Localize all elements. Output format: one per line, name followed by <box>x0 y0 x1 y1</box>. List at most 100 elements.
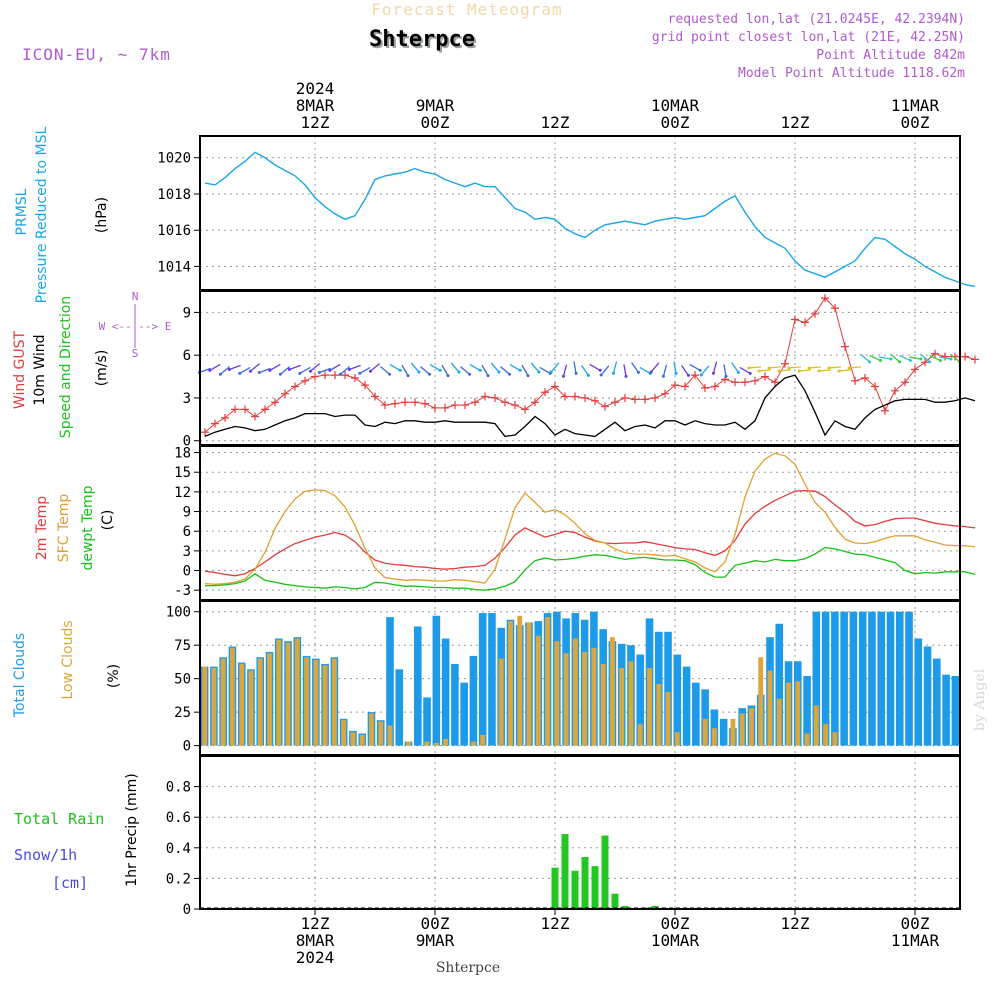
wind-direction-arrow <box>581 365 589 376</box>
wind-direction-arrow <box>469 363 481 371</box>
y-tick-label: 6 <box>183 524 191 540</box>
wind-arrow-head <box>889 357 893 361</box>
wind-direction-arrow <box>229 364 241 371</box>
bottom-axis-label: 12Z <box>541 914 570 933</box>
gust-marker <box>241 405 249 414</box>
gust-marker <box>931 349 939 358</box>
gust-marker <box>881 406 889 415</box>
gust-marker <box>461 401 469 410</box>
gust-marker <box>291 382 299 391</box>
gust-marker <box>651 393 659 402</box>
gust-marker <box>901 378 909 387</box>
wind-arrow-head <box>398 368 402 372</box>
low-clouds-bar <box>359 734 365 746</box>
wind-arrow-head <box>636 370 640 374</box>
wind-direction-arrow <box>662 364 668 377</box>
gust-marker <box>441 403 449 412</box>
gust-marker <box>271 398 279 407</box>
low-clouds-bar <box>758 657 764 746</box>
wind-line <box>204 374 976 438</box>
wind-arrow-head <box>347 367 351 371</box>
rain-bar <box>571 870 579 909</box>
low-clouds-bar <box>248 670 254 746</box>
low-clouds-bar <box>480 734 486 746</box>
wind-direction-arrow <box>650 362 660 373</box>
rain-bar <box>561 834 569 909</box>
total-clouds-bar <box>868 611 876 746</box>
y-tick-label: 25 <box>174 705 191 721</box>
gust-marker <box>201 428 209 437</box>
gust-marker <box>521 405 529 414</box>
bottom-axis-label: 8MAR <box>296 931 335 950</box>
gust-marker <box>511 401 519 410</box>
total-clouds-bar <box>840 611 848 746</box>
wind-unit-label: (m/s) <box>94 350 110 387</box>
wind-arrow-head <box>238 371 242 375</box>
gust-marker <box>571 392 579 401</box>
gust-marker <box>681 382 689 391</box>
low-clouds-bar <box>637 724 643 746</box>
gust-marker <box>861 373 869 382</box>
pressure-msl-label: Pressure Reduced to MSL <box>34 126 50 303</box>
wind-labels: Wind GUST 10m Wind Speed and Direction (… <box>12 290 171 438</box>
gust-marker <box>791 315 799 324</box>
low-clouds-bar <box>257 658 263 746</box>
y-tick-label: 1018 <box>157 187 191 203</box>
gust-marker <box>601 402 609 411</box>
wind-arrow-head <box>847 366 851 370</box>
wind-gust-label: Wind GUST <box>12 330 28 409</box>
wind-arrow-head <box>908 359 912 363</box>
wind-direction-arrow <box>828 366 842 369</box>
wind-direction-arrow <box>329 363 341 371</box>
wind-arrow-head <box>388 372 392 376</box>
low-clouds-bar <box>424 741 430 746</box>
y-tick-label: 0.4 <box>166 841 191 857</box>
low-clouds-bar <box>674 732 680 746</box>
wind-direction-arrow <box>908 356 922 360</box>
low-clouds-bar <box>294 638 300 746</box>
gust-marker <box>761 372 769 381</box>
wind-direction-arrow <box>441 364 449 376</box>
low-clouds-bar <box>341 720 347 746</box>
wind-direction-arrow <box>459 366 471 375</box>
wind-direction-arrow <box>768 366 782 369</box>
precip-labels: Total Rain Snow/1h [cm] 1hr Precip (mm) <box>14 773 140 892</box>
wind-direction-arrow <box>949 353 961 363</box>
gust-marker <box>841 342 849 351</box>
low-clouds-bar <box>619 667 625 746</box>
low-clouds-bar <box>572 638 578 746</box>
wind-arrow-head <box>478 368 482 372</box>
total-clouds-bar <box>905 611 913 746</box>
rain-bar <box>551 867 559 909</box>
wind-direction-arrow <box>938 356 952 360</box>
wind-arrow-head <box>537 370 541 374</box>
wind-direction-arrow <box>349 364 361 371</box>
gust-marker <box>481 392 489 401</box>
top-axis-label: 00Z <box>661 113 690 132</box>
wind-arrow-head <box>698 368 702 372</box>
total-clouds-bar <box>849 611 858 746</box>
wind-arrow-head <box>257 370 261 374</box>
wind-direction-arrow <box>509 363 521 371</box>
wind-direction-arrow <box>731 362 739 373</box>
top-axis-label: 12Z <box>301 113 330 132</box>
bottom-axis-label: 10MAR <box>651 931 700 950</box>
y-tick-label: 0.6 <box>166 810 191 826</box>
super-title: Forecast Meteogram <box>371 0 562 19</box>
low-clouds-bar <box>322 665 328 746</box>
gust-marker <box>671 381 679 390</box>
y-tick-label: 0.8 <box>166 780 191 796</box>
wind-direction-arrow <box>299 366 311 374</box>
rain-bar <box>591 866 599 909</box>
y-tick-label: 15 <box>174 465 191 481</box>
total-clouds-bar <box>719 718 728 746</box>
wind-arrow-head <box>497 370 501 374</box>
total-clouds-bar <box>831 611 839 746</box>
gust-marker <box>711 382 719 391</box>
wind-direction-arrow <box>681 365 689 376</box>
wind-arrow-head <box>949 357 953 361</box>
wind-arrow-head <box>649 370 653 374</box>
wind-direction-arrow <box>808 366 822 369</box>
low-clouds-bar <box>545 617 550 746</box>
wind-arrow-head <box>308 369 312 373</box>
